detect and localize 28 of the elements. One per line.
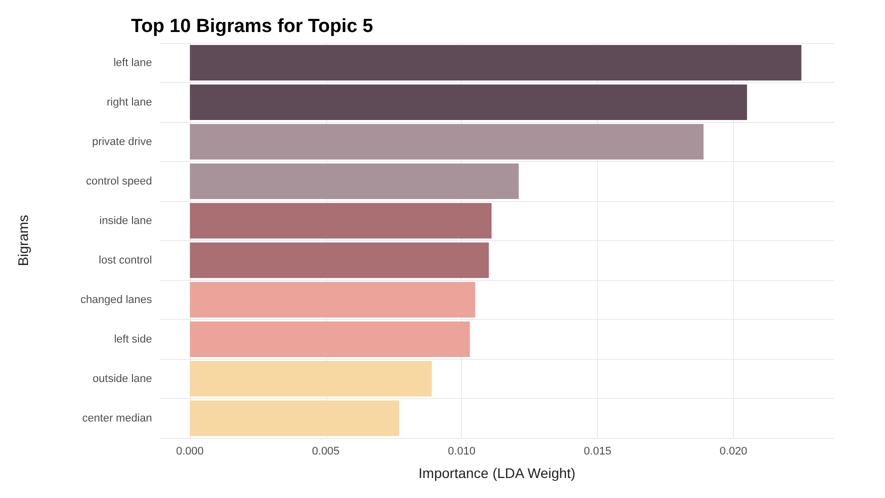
y-tick-label: control speed bbox=[86, 175, 152, 188]
bar bbox=[190, 124, 704, 160]
x-tick-label: 0.010 bbox=[448, 446, 476, 458]
bar bbox=[190, 202, 492, 239]
bar bbox=[190, 360, 432, 397]
bar bbox=[190, 163, 519, 200]
y-tick-label: left side bbox=[114, 333, 152, 346]
bar bbox=[190, 84, 748, 120]
y-tick-label: private drive bbox=[92, 136, 152, 148]
chart-title: Top 10 Bigrams for Topic 5 bbox=[131, 16, 374, 37]
x-axis-title: Importance (LDA Weight) bbox=[418, 465, 576, 481]
bar bbox=[190, 282, 476, 318]
x-tick-label: 0.005 bbox=[312, 446, 340, 458]
y-tick-label: changed lanes bbox=[80, 294, 152, 306]
y-tick-label: lost control bbox=[98, 254, 152, 266]
y-tick-label: right lane bbox=[106, 96, 152, 108]
y-tick-label: left lane bbox=[113, 56, 152, 69]
bar bbox=[190, 44, 802, 81]
y-axis-title: Bigrams bbox=[15, 214, 31, 266]
bar bbox=[190, 400, 400, 436]
bar bbox=[190, 321, 470, 358]
y-tick-label: inside lane bbox=[99, 214, 152, 227]
x-tick-label: 0.020 bbox=[720, 446, 748, 458]
y-tick-label: center median bbox=[82, 412, 152, 424]
x-tick-label: 0.015 bbox=[584, 446, 612, 458]
bar bbox=[190, 242, 489, 278]
y-tick-label: outside lane bbox=[92, 372, 152, 385]
x-tick-label: 0.000 bbox=[176, 446, 204, 458]
